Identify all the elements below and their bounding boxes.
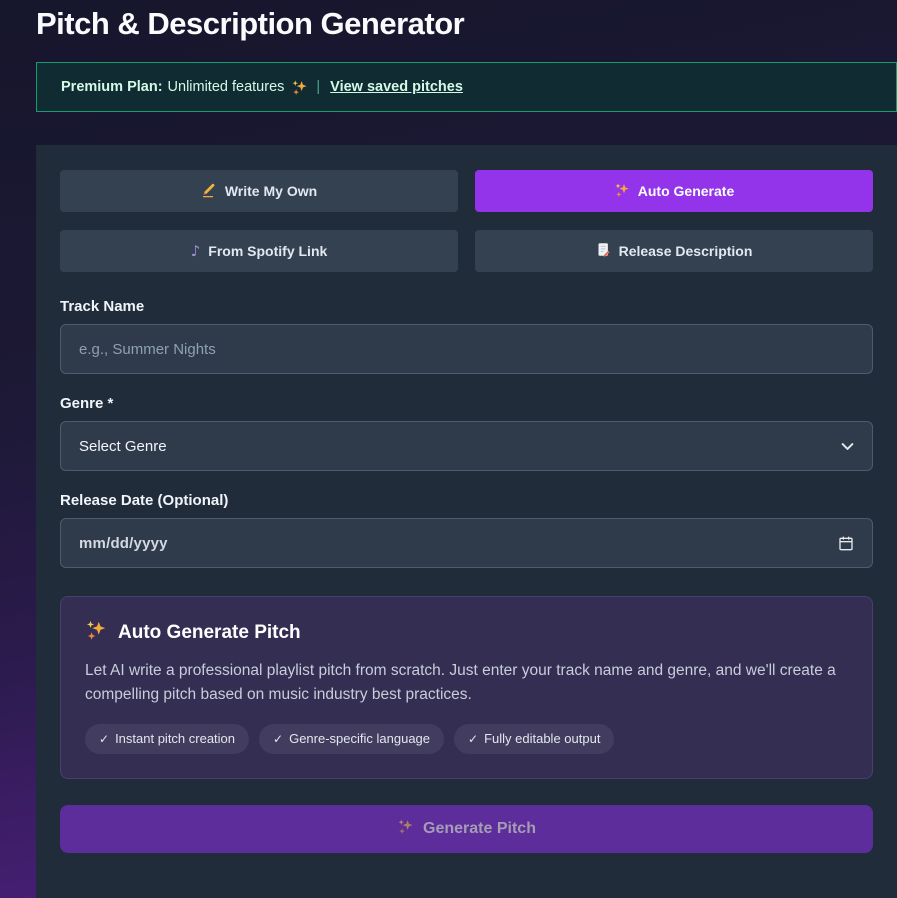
sparkles-icon	[397, 818, 414, 840]
feature-chip: ✓ Fully editable output	[454, 724, 615, 755]
info-box-description: Let AI write a professional playlist pit…	[85, 662, 836, 704]
premium-plan-label: Premium Plan:	[61, 79, 163, 95]
check-icon: ✓	[99, 731, 110, 746]
feature-chip-label: Genre-specific language	[289, 731, 431, 747]
tab-label: Write My Own	[224, 183, 318, 199]
sparkles-icon	[85, 619, 107, 647]
banner-divider: |	[316, 79, 321, 95]
tab-from-spotify-link[interactable]: ♪ From Spotify Link	[60, 230, 458, 272]
feature-chip-label: Instant pitch creation	[115, 731, 236, 747]
tab-auto-generate[interactable]: Auto Generate	[475, 170, 873, 212]
mode-tabs: Write My Own Auto Generate ♪ From Spotif…	[60, 170, 873, 272]
feature-chips: ✓ Instant pitch creation ✓ Genre-specifi…	[85, 724, 848, 755]
tab-label: From Spotify Link	[208, 243, 328, 259]
genre-select[interactable]: Select Genre	[60, 421, 873, 471]
feature-chip: ✓ Instant pitch creation	[85, 724, 250, 755]
memo-icon	[596, 242, 611, 260]
release-date-input[interactable]: mm/dd/yyyy	[60, 518, 873, 568]
feature-chip: ✓ Genre-specific language	[259, 724, 445, 755]
tab-label: Release Description	[618, 243, 753, 259]
generate-pitch-button[interactable]: Generate Pitch	[60, 805, 873, 854]
writing-hand-icon	[201, 182, 217, 201]
release-date-value: mm/dd/yyyy	[79, 534, 168, 552]
view-saved-pitches-link[interactable]: View saved pitches	[330, 79, 463, 95]
premium-plan-banner: Premium Plan: Unlimited features | View …	[36, 62, 897, 112]
premium-plan-text: Unlimited features	[167, 79, 285, 95]
check-icon: ✓	[273, 731, 284, 746]
chevron-down-icon	[841, 438, 854, 455]
music-note-icon: ♪	[190, 242, 201, 260]
tab-label: Auto Generate	[637, 183, 735, 199]
tab-release-description[interactable]: Release Description	[475, 230, 873, 272]
feature-chip-label: Fully editable output	[484, 731, 601, 747]
tab-write-my-own[interactable]: Write My Own	[60, 170, 458, 212]
track-name-input[interactable]	[60, 324, 873, 374]
genre-label: Genre *	[60, 395, 114, 412]
sparkles-icon	[614, 182, 630, 201]
page-title: Pitch & Description Generator	[36, 6, 465, 41]
calendar-icon[interactable]	[838, 535, 854, 551]
info-box-title: Auto Generate Pitch	[118, 622, 301, 643]
genre-selected-value: Select Genre	[79, 437, 167, 455]
auto-generate-info-box: Auto Generate Pitch Let AI write a profe…	[60, 596, 873, 780]
generate-pitch-label: Generate Pitch	[423, 820, 536, 838]
generator-card: Write My Own Auto Generate ♪ From Spotif…	[36, 145, 897, 898]
info-box-title-row: Auto Generate Pitch	[85, 619, 848, 647]
release-date-label: Release Date (Optional)	[60, 492, 229, 509]
sparkles-icon	[291, 79, 308, 96]
check-icon: ✓	[468, 731, 479, 746]
track-name-label: Track Name	[60, 298, 145, 315]
